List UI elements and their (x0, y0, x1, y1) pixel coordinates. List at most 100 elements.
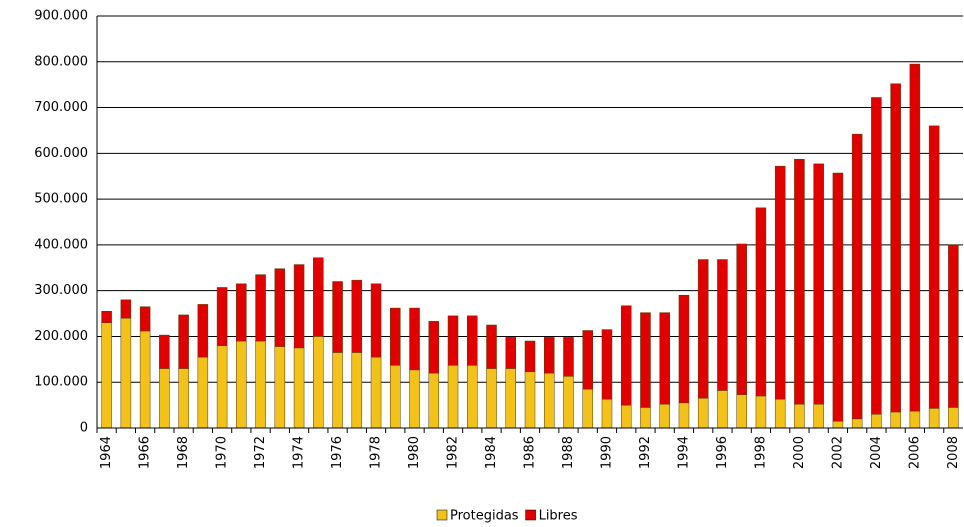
bar-segment (717, 259, 728, 391)
bar-segment (774, 165, 786, 400)
y-tick-label: 200.000 (34, 329, 88, 344)
bar-segment (159, 368, 170, 429)
x-tick-label: 1986 (523, 436, 538, 469)
bar-segment (524, 340, 536, 372)
x-tick-label: 1974 (292, 436, 307, 469)
y-tick-label: 600.000 (34, 146, 88, 161)
x-tick-label: 1966 (138, 436, 153, 469)
bar-segment (640, 407, 651, 429)
bar-segment (890, 411, 901, 429)
bar-segment (293, 347, 305, 429)
bar-segment (678, 294, 690, 404)
bar-segment (582, 330, 593, 390)
bar-segment (851, 418, 863, 429)
y-tick-label: 800.000 (34, 54, 88, 69)
bar-segment (409, 307, 420, 371)
bar-segment (948, 407, 959, 429)
bar-segment (620, 305, 632, 406)
x-tick-label: 1982 (446, 436, 461, 469)
legend-swatch (525, 509, 536, 521)
bar-segment (948, 244, 959, 408)
bar-segment (370, 356, 382, 429)
x-tick-label: 1968 (176, 436, 191, 469)
bar-segment (255, 340, 266, 429)
bar-segment (601, 329, 613, 400)
bar-segment (351, 279, 363, 353)
bar-segment (351, 352, 363, 429)
y-tick-label: 100.000 (34, 375, 88, 390)
x-tick-label: 1964 (99, 436, 114, 469)
bar-segment (216, 287, 228, 346)
bar-segment (216, 345, 228, 429)
bar-segment (871, 414, 882, 429)
bar-segment (236, 283, 247, 342)
bar-segment (236, 340, 247, 429)
bar-segment (909, 63, 921, 412)
bar-segment (755, 395, 767, 429)
bar-segment (255, 274, 266, 342)
bar-segment (563, 337, 574, 377)
bar-segment (274, 268, 286, 347)
bar-segment (543, 337, 555, 374)
legend-label: Protegidas (450, 509, 519, 524)
bar-segment (486, 368, 497, 429)
bar-segment (505, 368, 517, 429)
bar-segment (794, 403, 805, 429)
bar-segment (390, 365, 401, 429)
x-tick-label: 1978 (369, 436, 384, 469)
bar-segment (139, 330, 151, 429)
x-tick-label: 1994 (676, 436, 691, 469)
bar-segment (159, 334, 170, 369)
x-tick-label: 1988 (561, 436, 576, 469)
bar-segment (120, 299, 132, 319)
bar-segment (505, 337, 517, 369)
bar-segment (120, 317, 132, 429)
bar-segment (659, 403, 670, 429)
bar-segment (139, 306, 151, 332)
bar-segment (197, 304, 209, 358)
y-tick-label: 0 (80, 421, 88, 436)
bar-segment (101, 322, 112, 429)
bar-segment (428, 321, 440, 374)
bar-segment (486, 324, 497, 369)
x-tick-label: 2002 (830, 436, 845, 469)
x-tick-label: 1996 (715, 436, 730, 469)
bar-segment (717, 390, 728, 429)
bar-segment (697, 397, 709, 429)
bar-segment (447, 365, 459, 429)
bar-segment (794, 159, 805, 405)
bar-segment (601, 398, 613, 429)
bar-segment (736, 394, 747, 429)
x-tick-label: 1984 (484, 436, 499, 469)
bar-segment (774, 398, 786, 429)
bar-segment (813, 163, 824, 405)
bar-segment (928, 125, 940, 409)
legend-label: Libres (539, 509, 578, 524)
x-tick-label: 1992 (638, 436, 653, 469)
bar-segment (659, 312, 670, 405)
bar-segment (332, 281, 343, 353)
bar-segment (543, 372, 555, 429)
bar-segment (813, 403, 824, 429)
bar-segment (851, 133, 863, 420)
bar-segment (871, 97, 882, 415)
bar-segment (370, 283, 382, 358)
bar-segment (101, 311, 112, 323)
x-tick-label: 2006 (907, 436, 922, 469)
x-tick-label: 1976 (330, 436, 345, 469)
bar-segment (467, 315, 478, 366)
bar-segment (563, 376, 574, 429)
bar-segment (736, 243, 747, 395)
legend-swatch (436, 509, 448, 521)
bar-segment (832, 172, 844, 422)
bar-segment (178, 368, 189, 429)
bar-segment (409, 369, 420, 429)
bar-segment (274, 346, 286, 429)
bar-segment (390, 307, 401, 366)
bar-segment (890, 83, 901, 413)
y-tick-label: 500.000 (34, 192, 88, 207)
x-tick-label: 1980 (407, 436, 422, 469)
bar-segment (909, 410, 921, 429)
x-tick-label: 2008 (946, 436, 961, 469)
x-tick-label: 1970 (215, 436, 230, 469)
